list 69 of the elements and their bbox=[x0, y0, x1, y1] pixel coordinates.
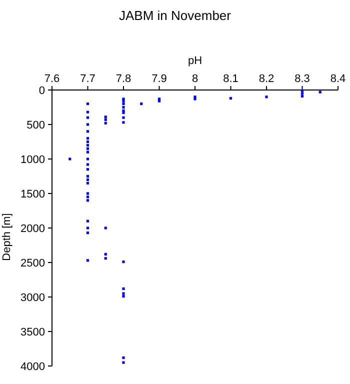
point bbox=[86, 102, 90, 106]
y-tick-label: 2500 bbox=[20, 258, 45, 270]
point bbox=[86, 168, 90, 171]
point bbox=[86, 226, 90, 230]
point bbox=[86, 192, 90, 195]
point bbox=[265, 96, 268, 98]
point bbox=[122, 102, 125, 106]
x-tick-label: 8.4 bbox=[330, 73, 346, 85]
point bbox=[122, 260, 125, 264]
point bbox=[86, 150, 90, 154]
point bbox=[122, 116, 125, 119]
point bbox=[122, 292, 125, 295]
x-tick-label: 7.7 bbox=[80, 73, 96, 85]
y-tick-label: 500 bbox=[26, 120, 45, 132]
point bbox=[140, 102, 143, 106]
point bbox=[86, 147, 90, 150]
x-tick-label: 7.6 bbox=[44, 73, 60, 85]
point bbox=[86, 220, 90, 222]
point bbox=[318, 90, 322, 94]
point bbox=[300, 92, 304, 95]
point bbox=[122, 111, 125, 114]
point bbox=[104, 116, 107, 118]
y-tick-label: 4000 bbox=[20, 361, 45, 373]
point bbox=[300, 89, 304, 92]
point bbox=[86, 182, 90, 184]
x-tick-label: 7.8 bbox=[116, 73, 132, 85]
x-axis-title: pH bbox=[188, 55, 202, 67]
point bbox=[122, 361, 125, 364]
chart-title: JABM in November bbox=[119, 8, 232, 23]
point bbox=[122, 295, 125, 298]
x-tick-label: 8.2 bbox=[258, 73, 274, 85]
point bbox=[86, 116, 90, 119]
point bbox=[122, 356, 125, 360]
point bbox=[68, 158, 72, 160]
point bbox=[229, 96, 232, 100]
point bbox=[300, 94, 304, 98]
point bbox=[86, 178, 90, 181]
point bbox=[104, 252, 107, 256]
point bbox=[86, 174, 90, 178]
point bbox=[122, 121, 125, 124]
y-tick-label: 1000 bbox=[20, 154, 45, 166]
point bbox=[86, 130, 90, 133]
point bbox=[86, 232, 90, 234]
point bbox=[86, 163, 90, 166]
y-tick-label: 1500 bbox=[20, 188, 45, 200]
point bbox=[86, 140, 90, 144]
point bbox=[122, 287, 125, 290]
point bbox=[122, 106, 125, 109]
x-tick-label: 8 bbox=[192, 73, 198, 85]
x-tick-label: 8.3 bbox=[294, 73, 310, 85]
y-tick-label: 3000 bbox=[20, 292, 45, 304]
point bbox=[86, 199, 90, 202]
y-tick-label: 0 bbox=[38, 85, 45, 97]
point bbox=[86, 259, 90, 262]
y-axis-title: Depth [m] bbox=[1, 213, 13, 261]
y-tick-label: 3500 bbox=[20, 326, 45, 338]
point bbox=[104, 226, 107, 230]
y-tick-label: 2000 bbox=[20, 223, 45, 235]
point bbox=[86, 123, 90, 126]
point bbox=[104, 122, 107, 124]
x-tick-label: 8.1 bbox=[223, 73, 238, 85]
x-tick-label: 7.9 bbox=[152, 73, 167, 85]
point bbox=[86, 110, 90, 114]
point bbox=[86, 158, 90, 160]
point bbox=[86, 144, 90, 146]
point bbox=[86, 196, 90, 198]
point bbox=[104, 257, 107, 260]
point bbox=[104, 118, 107, 121]
point bbox=[86, 137, 90, 140]
